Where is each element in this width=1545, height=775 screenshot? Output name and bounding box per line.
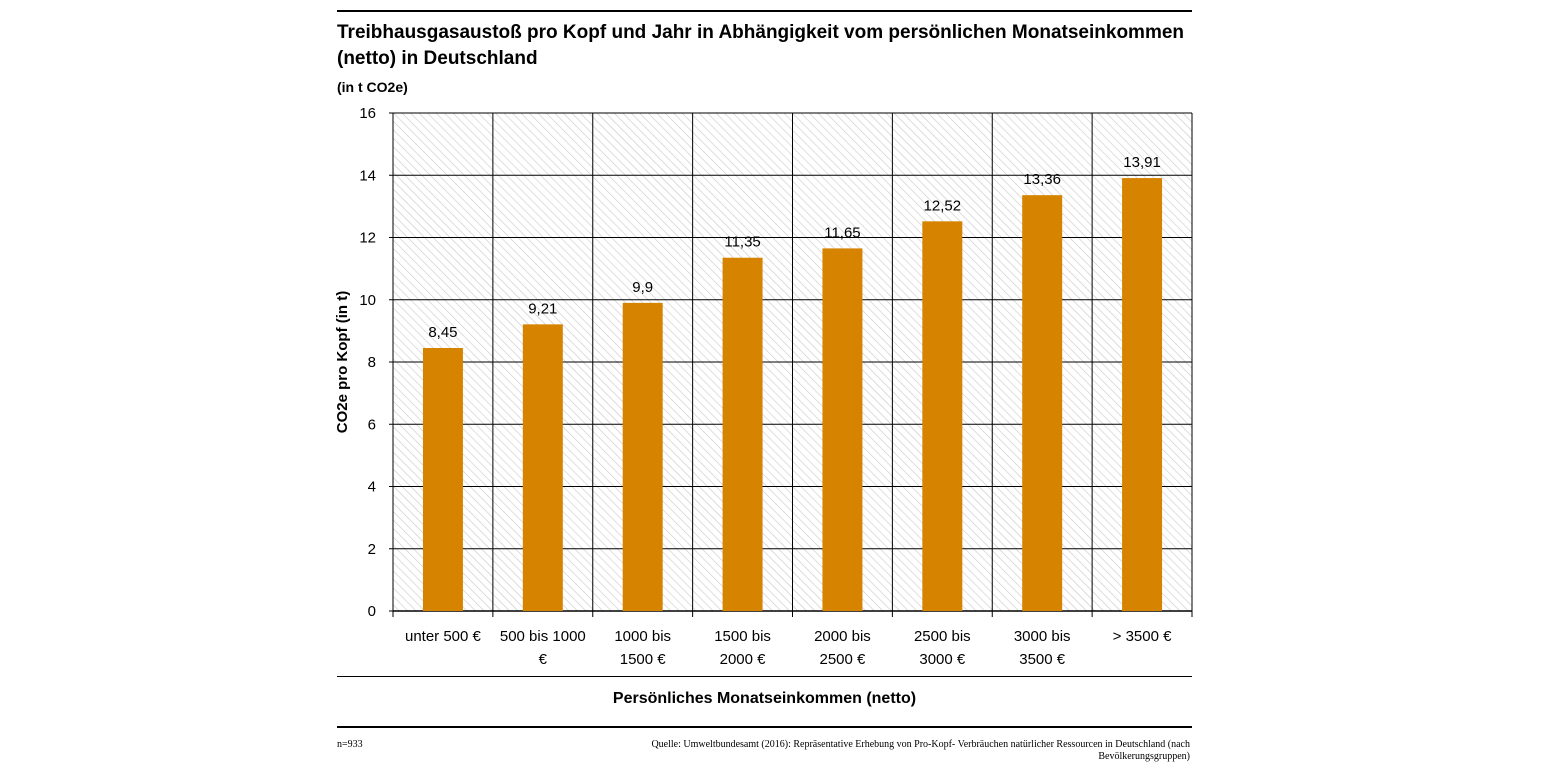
- y-tick-label: 8: [368, 354, 376, 371]
- x-tick-label: 1500 €: [620, 651, 667, 668]
- data-label: 11,35: [724, 234, 760, 251]
- data-label: 9,21: [528, 300, 557, 317]
- data-label: 13,36: [1023, 171, 1061, 188]
- x-tick-label: 3000 bis: [1014, 628, 1071, 645]
- data-label: 11,65: [824, 224, 860, 241]
- bar: [522, 324, 563, 611]
- x-tick-label: 1500 bis: [714, 628, 771, 645]
- data-label: 13,91: [1123, 154, 1161, 171]
- y-tick-label: 10: [359, 292, 376, 309]
- footer-rule: [337, 726, 1192, 728]
- x-tick-label: 2000 €: [720, 651, 767, 668]
- y-tick-label: 0: [368, 603, 376, 620]
- bar: [622, 302, 663, 611]
- x-tick-label: 3500 €: [1019, 651, 1066, 668]
- top-rule: [337, 10, 1192, 12]
- bar: [822, 248, 863, 612]
- bar: [922, 221, 963, 611]
- x-tick-label: 2000 bis: [814, 628, 871, 645]
- bar: [1122, 178, 1163, 611]
- x-tick-label: 2500 bis: [914, 628, 971, 645]
- x-tick-label: 500 bis 1000: [500, 628, 586, 645]
- data-label: 8,45: [428, 324, 457, 341]
- x-tick-label: 1000 bis: [614, 628, 671, 645]
- bar: [722, 257, 763, 611]
- y-tick-label: 4: [368, 479, 376, 496]
- bar: [1022, 195, 1063, 612]
- unit-note: (in t CO2e): [337, 79, 408, 95]
- y-tick-label: 2: [368, 541, 376, 558]
- y-axis-title: CO2e pro Kopf (in t): [334, 291, 351, 434]
- x-axis-title: Persönliches Monatseinkommen (netto): [612, 690, 917, 707]
- x-tick-label: unter 500 €: [405, 628, 482, 645]
- bar: [422, 347, 463, 611]
- sample-size-note: n=933: [337, 739, 363, 750]
- source-note: Quelle: Umweltbundesamt (2016): Repräsen…: [651, 739, 1190, 762]
- chart-title: Treibhausgasaustoß pro Kopf und Jahr in …: [337, 22, 1185, 69]
- data-label: 9,9: [632, 279, 653, 296]
- y-tick-label: 14: [359, 167, 376, 184]
- data-label: 12,52: [924, 197, 962, 214]
- x-tick-label: 3000 €: [919, 651, 966, 668]
- x-tick-label: 2500 €: [819, 651, 866, 668]
- y-tick-label: 6: [368, 416, 376, 433]
- y-tick-label: 12: [359, 230, 376, 247]
- x-tick-label: > 3500 €: [1113, 628, 1172, 645]
- x-tick-label: €: [539, 651, 548, 668]
- axis-title-rule: [337, 676, 1192, 677]
- y-tick-label: 16: [359, 105, 376, 122]
